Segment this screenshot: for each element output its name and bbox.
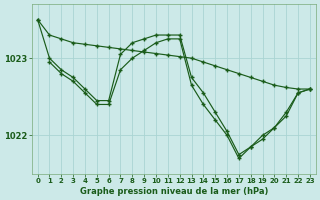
X-axis label: Graphe pression niveau de la mer (hPa): Graphe pression niveau de la mer (hPa) bbox=[80, 187, 268, 196]
